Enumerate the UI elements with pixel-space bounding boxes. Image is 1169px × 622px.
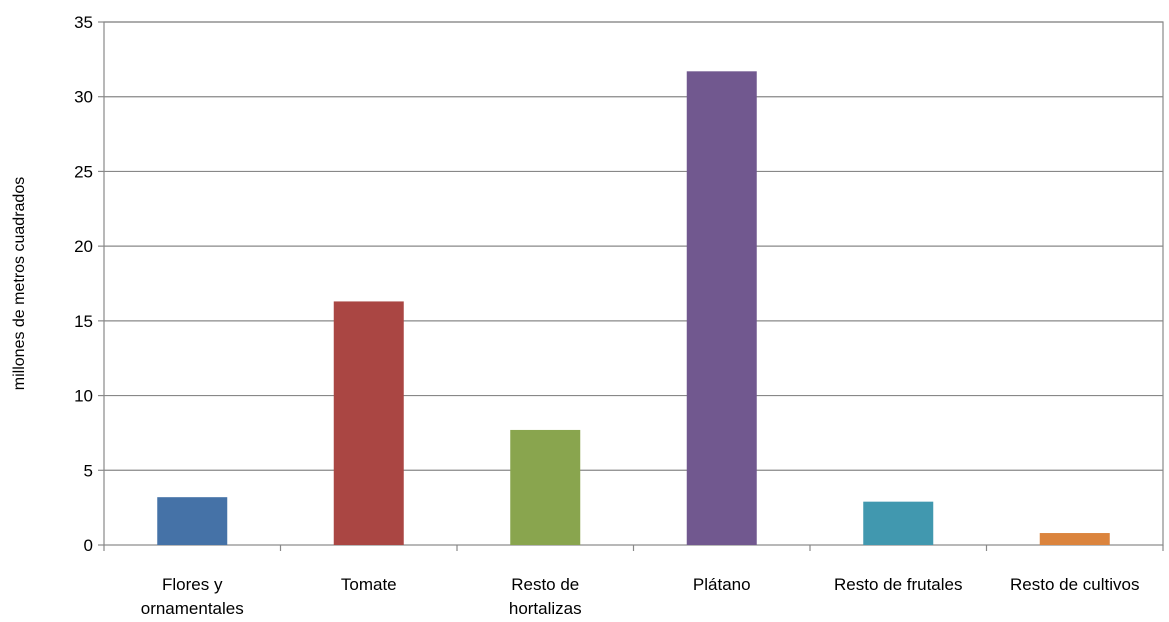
x-category-label: Tomate [341,575,397,594]
bar [686,71,757,545]
y-tick-label: 0 [84,536,93,555]
x-category-label: Resto de hortalizas [509,575,582,618]
y-axis-title: millones de metros cuadrados [11,177,28,390]
bar [1039,533,1110,545]
y-tick-label: 25 [74,162,93,181]
y-tick-label: 30 [74,88,93,107]
bar [157,497,228,545]
gridlines [104,21,1163,471]
x-category-label: Resto de cultivos [1010,575,1139,594]
plot-area-frame [103,21,1164,546]
x-category-label-line: Resto de frutales [834,575,963,594]
y-tick-label: 10 [74,387,93,406]
y-tick-label: 15 [74,312,93,331]
y-tick-label: 20 [74,237,93,256]
bar [333,301,404,545]
x-category-label-line: Resto de cultivos [1010,575,1139,594]
x-category-label-line: Tomate [341,575,397,594]
x-category-label-line: Plátano [693,575,751,594]
x-category-label: Flores y ornamentales [141,575,244,618]
bar [510,429,581,545]
x-category-label: Plátano [693,575,751,594]
x-category-label-line: hortalizas [509,599,582,618]
x-category-label-line: Resto de [511,575,579,594]
y-axis: 0 5 10 15 20 25 30 35 [74,13,104,555]
x-category-label-line: Flores y [162,575,223,594]
bar [863,501,934,545]
y-tick-label: 35 [74,13,93,32]
x-axis: Flores y ornamentales Tomate Resto de hortal… [103,545,1164,618]
x-category-label: Resto de frutales [834,575,963,594]
y-tick-label: 5 [84,461,93,480]
x-category-label-line: ornamentales [141,599,244,618]
bars [157,71,1110,545]
